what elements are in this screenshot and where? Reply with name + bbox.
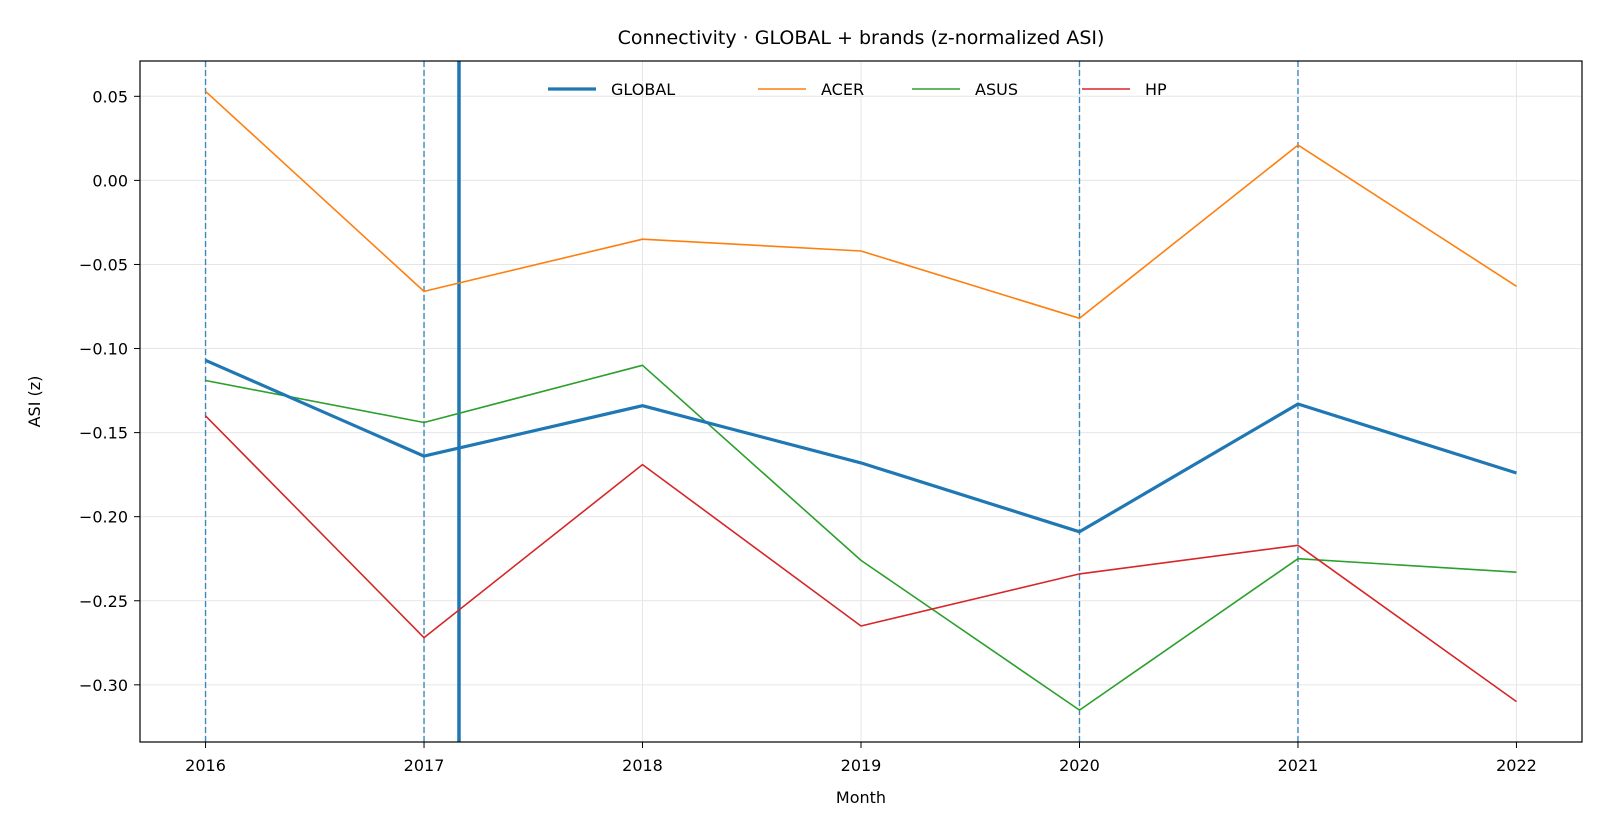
y-axis-ticks: 0.05 0.00 −0.05 −0.10 −0.15 −0.20 −0.25 −0.30 [79,87,140,695]
series-line-hp [204,415,1517,703]
y-tick-label: −0.15 [79,424,128,443]
series-line-global [204,358,1517,534]
y-tick-label: −0.25 [79,592,128,611]
x-axis-label: Month [836,788,886,807]
legend-label-global: GLOBAL [611,80,675,99]
series-line-asus [205,364,1517,711]
y-tick-label: −0.20 [79,508,128,527]
legend-label-acer: ACER [821,80,864,99]
x-tick-label: 2021 [1278,756,1319,775]
legend-label-asus: ASUS [975,80,1018,99]
event-markers [204,61,1299,742]
x-tick-label: 2020 [1059,756,1100,775]
series-lines [204,90,1517,711]
x-tick-label: 2017 [404,756,445,775]
series-line-acer [204,90,1517,320]
legend: GLOBAL ACER ASUS HP [548,80,1167,99]
y-tick-label: 0.00 [92,171,128,190]
x-tick-label: 2018 [622,756,663,775]
y-tick-label: −0.30 [79,676,128,695]
legend-label-hp: HP [1145,80,1167,99]
chart-title: Connectivity · GLOBAL + brands (z-normal… [618,27,1105,49]
y-tick-label: −0.05 [79,255,128,274]
x-tick-label: 2022 [1496,756,1537,775]
y-axis-label: ASI (z) [25,376,44,428]
x-tick-label: 2016 [185,756,226,775]
x-tick-label: 2019 [841,756,882,775]
y-tick-label: 0.05 [92,87,128,106]
x-axis-ticks: 2016 2017 2018 2019 2020 2021 2022 [185,742,1537,775]
y-tick-label: −0.10 [79,340,128,359]
